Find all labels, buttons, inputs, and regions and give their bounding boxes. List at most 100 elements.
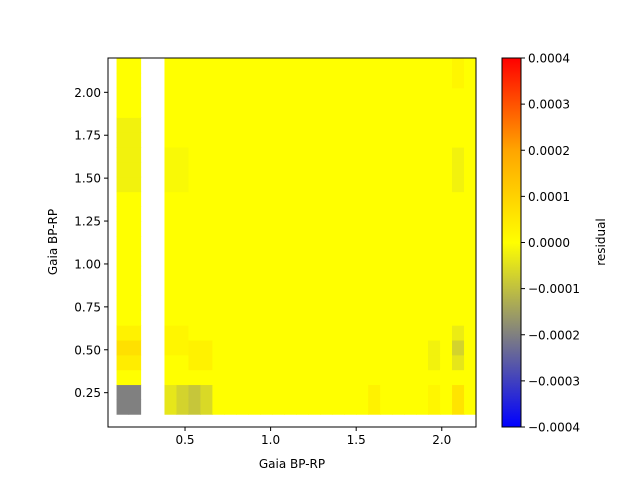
heatmap-cell: [212, 206, 225, 222]
heatmap-cell: [248, 236, 261, 252]
heatmap-cell: [344, 58, 357, 74]
heatmap-cell: [176, 132, 190, 148]
heatmap-cell: [260, 87, 273, 104]
heatmap-cell: [392, 265, 405, 282]
heatmap-cell: [392, 206, 405, 222]
heatmap-cell: [248, 295, 261, 311]
heatmap-cell: [332, 117, 345, 133]
heatmap-cell: [404, 161, 417, 178]
heatmap-cell: [452, 206, 465, 222]
heatmap-cell: [284, 161, 297, 178]
heatmap-cell: [224, 206, 237, 222]
heatmap-cell: [116, 102, 130, 118]
heatmap-cell: [380, 206, 393, 222]
heatmap-cell: [344, 354, 357, 371]
heatmap-cell: [116, 161, 130, 178]
heatmap-cell: [308, 87, 321, 104]
heatmap-cell: [272, 399, 285, 415]
y-tick-label: 1.00: [74, 257, 101, 271]
heatmap-cell: [128, 384, 142, 400]
heatmap-cell: [368, 236, 381, 252]
heatmap-cell: [248, 354, 261, 371]
heatmap-cell: [452, 191, 465, 207]
x-axis-ticks: 0.5 1.0 1.5 2.0: [175, 427, 451, 447]
heatmap-cell: [356, 176, 369, 193]
heatmap-cell: [200, 280, 214, 297]
heatmap-cell: [344, 176, 357, 193]
heatmap-cell: [128, 206, 142, 222]
heatmap-cell: [200, 250, 214, 267]
heatmap-cell: [416, 72, 429, 89]
heatmap-cell: [356, 325, 369, 341]
x-tick-label: 1.0: [261, 433, 280, 447]
heatmap-cell: [224, 132, 237, 148]
heatmap-cell: [236, 369, 249, 386]
heatmap-cell: [260, 132, 273, 148]
heatmap-cell: [440, 384, 453, 400]
heatmap-cell: [128, 399, 142, 415]
heatmap-cell: [404, 117, 417, 133]
heatmap-cell: [284, 191, 297, 207]
heatmap-cell: [116, 132, 130, 148]
heatmap-cell: [284, 280, 297, 297]
heatmap-cell: [164, 280, 178, 297]
heatmap-cell: [272, 58, 285, 74]
heatmap-cell: [296, 102, 309, 118]
heatmap-cell: [224, 295, 237, 311]
heatmap-cell: [224, 147, 237, 163]
heatmap-cell: [464, 325, 476, 341]
heatmap-cell: [416, 295, 429, 311]
heatmap-cell: [416, 147, 429, 163]
heatmap-cell: [128, 117, 142, 133]
heatmap-cell: [428, 354, 441, 371]
heatmap-cell: [116, 58, 130, 74]
heatmap-cell: [200, 265, 214, 282]
heatmap-cell: [188, 191, 202, 207]
heatmap-cell: [260, 325, 273, 341]
heatmap-cell: [272, 87, 285, 104]
heatmap-cell: [236, 354, 249, 371]
heatmap-cell: [260, 176, 273, 193]
heatmap-cell: [356, 250, 369, 267]
heatmap-cell: [296, 161, 309, 178]
heatmap-cell: [116, 265, 130, 282]
heatmap-cell: [464, 399, 476, 415]
heatmap-cell: [380, 132, 393, 148]
heatmap-cell: [176, 295, 190, 311]
heatmap-cell: [368, 354, 381, 371]
heatmap-cell: [236, 280, 249, 297]
heatmap-cell: [128, 339, 142, 356]
heatmap-cell: [392, 117, 405, 133]
heatmap-cell: [404, 206, 417, 222]
heatmap-cell: [284, 250, 297, 267]
heatmap-cell: [284, 339, 297, 356]
heatmap-cell: [440, 280, 453, 297]
heatmap-cell: [332, 399, 345, 415]
heatmap-cell: [380, 339, 393, 356]
heatmap-cell: [356, 206, 369, 222]
heatmap-cell: [332, 295, 345, 311]
heatmap-cell: [260, 310, 273, 326]
heatmap-cell: [380, 102, 393, 118]
heatmap-cell: [320, 265, 333, 282]
heatmap-cell: [236, 87, 249, 104]
heatmap-cell: [212, 72, 225, 89]
heatmap-cell: [176, 191, 190, 207]
heatmap-cell: [392, 325, 405, 341]
heatmap-cell: [188, 147, 202, 163]
heatmap-cell: [344, 295, 357, 311]
plot-frame: [107, 57, 477, 428]
heatmap-cell: [332, 147, 345, 163]
heatmap-cell: [284, 147, 297, 163]
heatmap-cell: [344, 250, 357, 267]
heatmap-cell: [356, 295, 369, 311]
heatmap-cell: [416, 132, 429, 148]
heatmap-cell: [176, 117, 190, 133]
heatmap-cell: [452, 280, 465, 297]
heatmap-cell: [404, 132, 417, 148]
heatmap-cell: [308, 384, 321, 400]
heatmap-cell: [464, 161, 476, 178]
heatmap-cell: [224, 399, 237, 415]
heatmap-cell: [464, 206, 476, 222]
heatmap-cell: [176, 265, 190, 282]
